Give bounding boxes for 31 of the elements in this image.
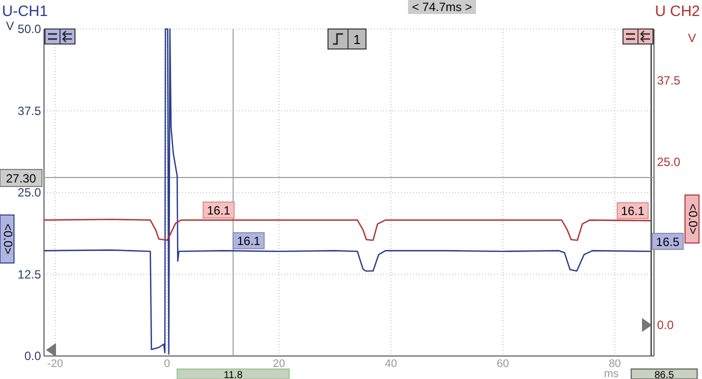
x-tick-label: 80 — [608, 358, 621, 370]
y2-axis-title: V — [688, 31, 696, 45]
text: 16.5 — [656, 234, 680, 249]
y-tick-label: 37.5 — [18, 104, 42, 118]
text: U-CH1 — [2, 3, 48, 20]
y-tick-label: 0.0 — [24, 349, 42, 363]
x-tick-label: -20 — [47, 358, 64, 370]
x-tick-label: 40 — [384, 358, 398, 370]
y2-tick-label: 25.0 — [657, 155, 681, 170]
y-tick-label: 25.0 — [18, 186, 42, 200]
text: < 74.7ms > — [412, 0, 472, 14]
ref-line-label: 11.8 — [224, 370, 243, 379]
annotation: 16.1 — [236, 234, 261, 248]
y-tick-label: 50.0 — [18, 22, 42, 36]
text: U CH2 — [654, 3, 700, 20]
line-series — [43, 28, 652, 355]
annotation: 16.1 — [206, 204, 231, 218]
ref-line-label: 86.5 — [654, 370, 674, 379]
y2-tick-label: 0.0 — [657, 318, 674, 332]
y-tick-label: 12.5 — [18, 267, 42, 282]
annotation: 1 — [353, 32, 361, 47]
ref-line-label: 27.30 — [6, 171, 36, 186]
annotation: 16.1 — [621, 204, 645, 218]
x-axis-title: ms — [604, 368, 620, 379]
text: <0.0> — [1, 224, 15, 254]
y2-tick-label: 37.5 — [657, 74, 681, 88]
text: <0.0> — [686, 204, 700, 234]
x-tick-label: 20 — [272, 358, 286, 370]
x-tick-label: 60 — [496, 358, 510, 370]
x-tick-label: 0 — [164, 358, 170, 370]
y-axis-title: V — [6, 19, 14, 33]
